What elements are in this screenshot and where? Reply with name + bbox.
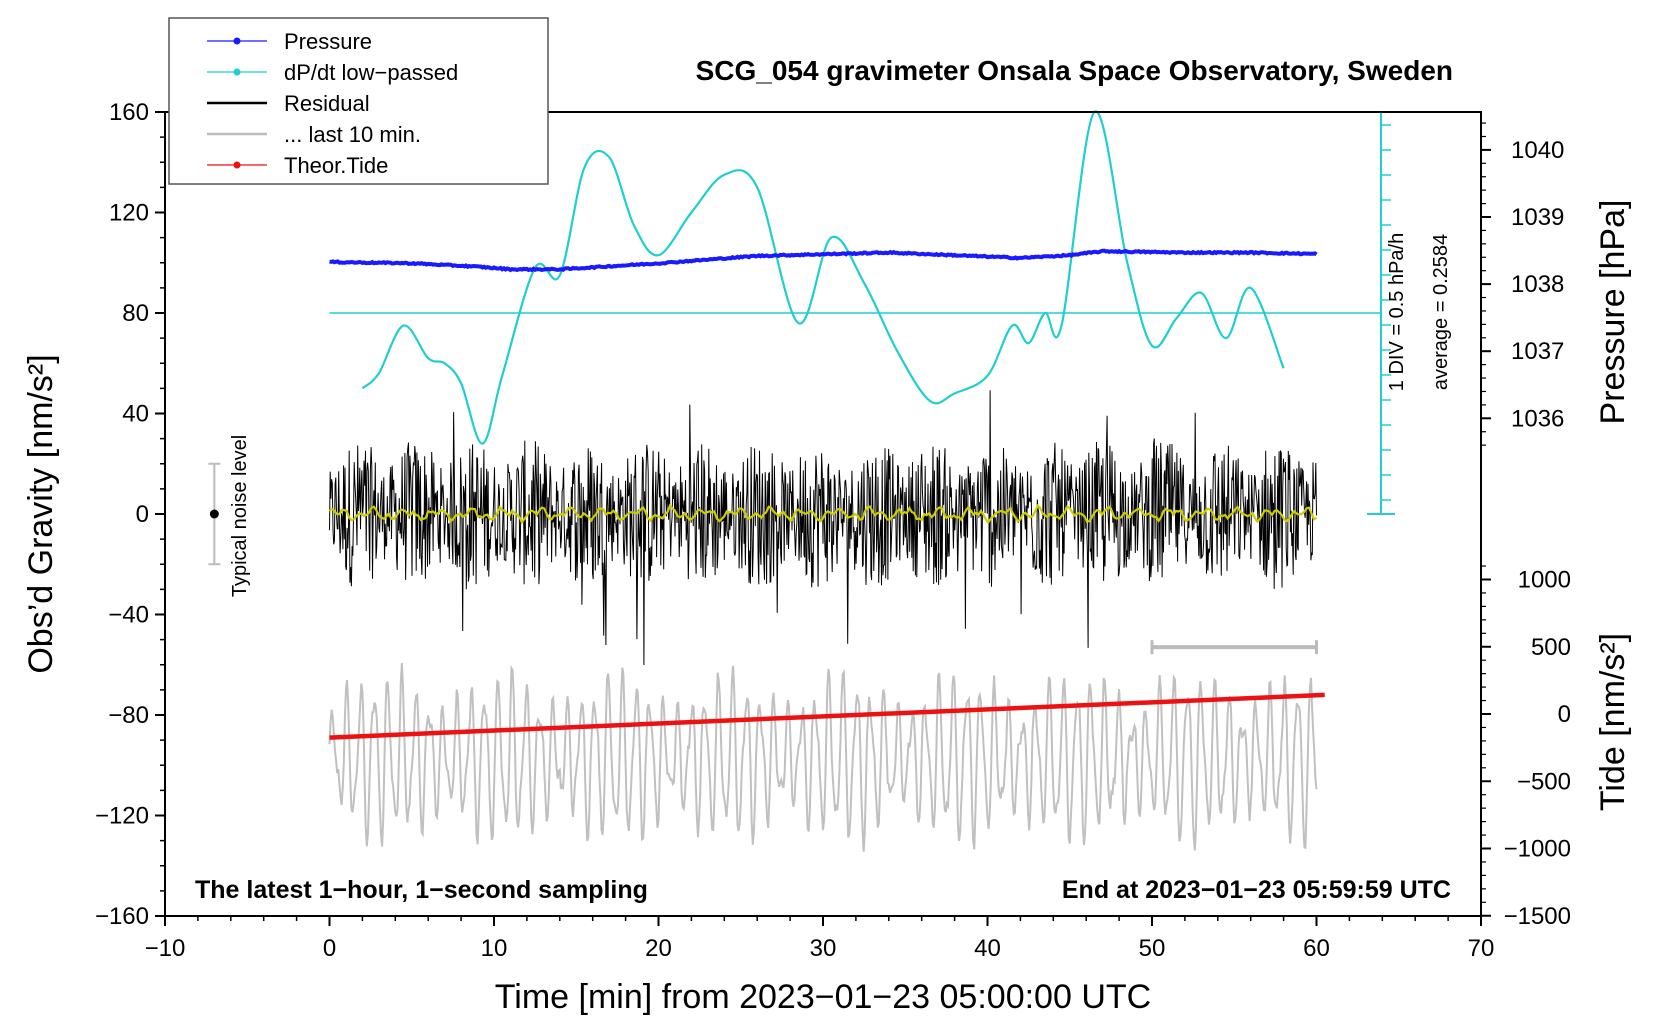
pressure-series [329,248,1318,273]
legend-item: Residual [207,91,370,116]
y-tick-label-left: 80 [122,300,149,327]
legend-item: Theor.Tide [207,153,388,178]
y-axis-title-tide: Tide [nm/s²] [1594,633,1632,811]
theor-tide-series [329,692,1325,740]
legend-item: Pressure [207,29,372,54]
legend-item: dP/dt low−passed [207,60,458,85]
x-tick-label: −10 [145,935,186,962]
dpdt-series [361,110,1285,445]
tide-tick-label: −1500 [1504,903,1571,930]
tide-tick-label: −500 [1517,768,1571,795]
legend-swatch-dot [233,37,241,45]
x-tick-label: 50 [1139,935,1166,962]
tide-tick-label: 500 [1531,634,1571,661]
y-axis-title-pressure: Pressure [hPa] [1594,200,1632,425]
y-tick-label-left: −160 [95,903,149,930]
x-tick-label: 20 [645,935,672,962]
legend-label: ... last 10 min. [284,122,421,147]
pressure-tick-label: 1036 [1511,405,1564,432]
note-bottom-right: End at 2023−01−23 05:59:59 UTC [1062,876,1451,904]
x-tick-label: 40 [974,935,1001,962]
tide-tick-label: 0 [1558,701,1571,728]
x-tick-label: 0 [323,935,336,962]
x-tick-label: 60 [1303,935,1330,962]
legend-swatch-dot [233,68,241,76]
y-tick-label-left: −80 [108,702,149,729]
legend-label: Pressure [284,29,372,54]
pressure-tick-label: 1038 [1511,271,1564,298]
y-tick-label-left: −120 [95,803,149,830]
residual-smoothed-series [328,503,1318,525]
legend-label: Residual [284,91,370,116]
legend-label: Theor.Tide [284,153,388,178]
noise-label: Typical noise level [229,435,251,597]
x-tick-label: 30 [810,935,837,962]
x-tick-label: 70 [1468,935,1495,962]
y-axis-title-left: Obs’d Gravity [nm/s²] [22,354,60,673]
noise-bar-dot [209,509,219,519]
y-tick-label-left: 0 [136,501,149,528]
y-tick-label-left: 40 [122,401,149,428]
average-label: average = 0.2584 [1430,234,1452,390]
legend: Pressure dP/dt low−passed Residual ... last… [168,17,549,185]
last-10-min-series [328,663,1318,852]
tide-tick-label: 1000 [1518,567,1571,594]
x-axis-title: Time [min] from 2023−01−23 05:00:00 UTC [495,978,1151,1016]
y-tick-label-left: 120 [109,200,149,227]
plot-layer [208,110,1395,852]
pressure-tick-label: 1040 [1511,137,1564,164]
tide-tick-label: −1000 [1504,836,1571,863]
div-label: 1 DIV = 0.5 hPa/h [1386,233,1408,391]
pressure-tick-label: 1039 [1511,204,1564,231]
x-tick-label: 10 [481,935,508,962]
legend-swatch-dot [233,161,241,169]
chart-title: SCG_054 gravimeter Onsala Space Observat… [696,55,1453,86]
pressure-tick-label: 1037 [1511,338,1564,365]
legend-items: Pressure dP/dt low−passed Residual ... last… [207,29,458,178]
axes-layer: −10 0 10 20 30 40 50 60 70 160 120 80 40 0 −40 −80 −120 −… [95,99,1571,962]
note-bottom-left: The latest 1−hour, 1−second sampling [195,876,648,904]
y-tick-label-left: −40 [108,602,149,629]
legend-label: dP/dt low−passed [284,60,458,85]
residual-series [329,390,1317,666]
y-tick-label-left: 160 [109,99,149,126]
legend-item: ... last 10 min. [207,122,421,147]
legend-box [168,17,549,185]
